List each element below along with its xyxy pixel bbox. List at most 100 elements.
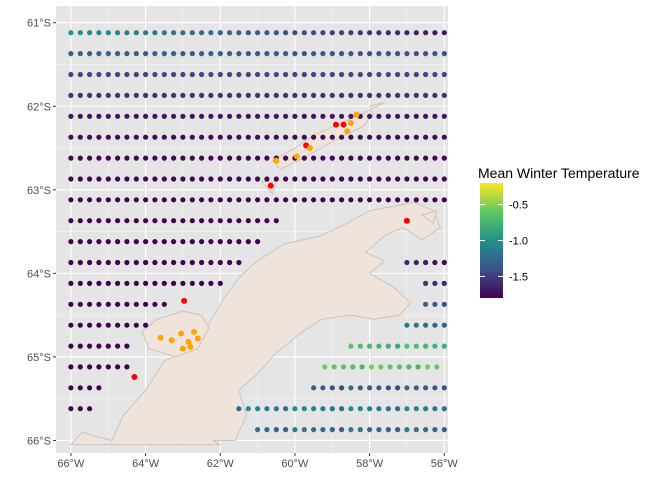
grid-point (217, 259, 223, 266)
grid-point (96, 322, 102, 328)
grid-point (245, 197, 251, 203)
grid-point (217, 113, 223, 119)
site-marker-red (333, 121, 339, 128)
grid-point (423, 113, 429, 119)
grid-point (385, 30, 391, 36)
grid-point (245, 134, 251, 140)
grid-point (264, 155, 270, 161)
grid-point (133, 197, 139, 203)
grid-point (236, 239, 242, 245)
grid-point (385, 113, 391, 119)
grid-point (423, 406, 429, 412)
grid-point (133, 51, 139, 57)
grid-point (292, 51, 298, 57)
grid-point (152, 280, 158, 286)
grid-point (199, 280, 205, 286)
grid-point (423, 259, 429, 266)
grid-point (264, 218, 270, 224)
grid-point (236, 30, 242, 36)
grid-point (161, 92, 167, 98)
grid-point (189, 218, 195, 224)
grid-point (161, 155, 167, 161)
grid-point (273, 134, 279, 140)
grid-point (283, 51, 289, 57)
grid-point (143, 134, 149, 140)
site-marker-orange (179, 345, 186, 352)
grid-point (171, 239, 177, 245)
grid-point (340, 364, 347, 370)
grid-point (124, 343, 130, 349)
grid-point (432, 259, 438, 266)
grid-point (133, 176, 139, 182)
grid-point (348, 51, 354, 57)
grid-point (376, 71, 382, 78)
grid-point (87, 197, 93, 203)
grid-point (77, 239, 83, 245)
grid-point (124, 134, 130, 140)
grid-point (367, 427, 373, 433)
grid-point (77, 364, 83, 370)
grid-point (227, 30, 233, 36)
grid-point (273, 218, 279, 224)
grid-point (376, 343, 382, 349)
grid-point (404, 406, 410, 412)
grid-point (329, 71, 335, 78)
grid-point (415, 364, 421, 370)
grid-point (189, 155, 195, 161)
grid-point (339, 113, 345, 119)
x-tick-label: 66°W (57, 458, 85, 470)
grid-point (292, 427, 298, 433)
grid-point (245, 71, 251, 78)
grid-point (180, 259, 186, 266)
grid-point (385, 71, 391, 78)
grid-point (96, 71, 102, 78)
grid-point (413, 30, 419, 36)
grid-point (413, 155, 419, 161)
grid-point (395, 343, 401, 349)
site-marker-orange (185, 338, 192, 345)
grid-point (105, 364, 111, 370)
grid-point (245, 113, 251, 119)
grid-point (68, 176, 74, 182)
grid-point (432, 30, 438, 36)
grid-point (105, 92, 111, 98)
grid-point (199, 259, 205, 266)
grid-point (77, 30, 83, 36)
grid-point (68, 280, 74, 286)
grid-point (311, 30, 317, 36)
grid-point (236, 92, 242, 98)
grid-point (348, 343, 354, 349)
grid-point (199, 197, 205, 203)
grid-point (199, 30, 205, 36)
grid-point (115, 30, 121, 36)
grid-point (404, 92, 410, 98)
grid-point (413, 406, 419, 412)
grid-point (320, 71, 326, 78)
grid-point (87, 218, 93, 224)
grid-point (133, 218, 139, 224)
grid-point (423, 427, 429, 433)
grid-point (105, 280, 111, 286)
grid-point (348, 134, 354, 140)
grid-point (311, 427, 317, 433)
grid-point (339, 92, 345, 98)
grid-point (77, 134, 83, 140)
grid-point (199, 92, 205, 98)
grid-point (359, 364, 365, 370)
grid-point (161, 51, 167, 57)
grid-point (143, 322, 149, 328)
grid-point (367, 155, 373, 161)
grid-point (87, 113, 93, 119)
grid-point (77, 343, 83, 349)
grid-point (161, 71, 167, 78)
grid-point (348, 92, 354, 98)
grid-point (301, 134, 307, 140)
grid-point (292, 134, 298, 140)
grid-point (273, 427, 279, 433)
grid-point (217, 71, 223, 78)
grid-point (348, 176, 354, 182)
grid-point (87, 301, 93, 307)
grid-point (171, 197, 177, 203)
grid-point (432, 92, 438, 98)
